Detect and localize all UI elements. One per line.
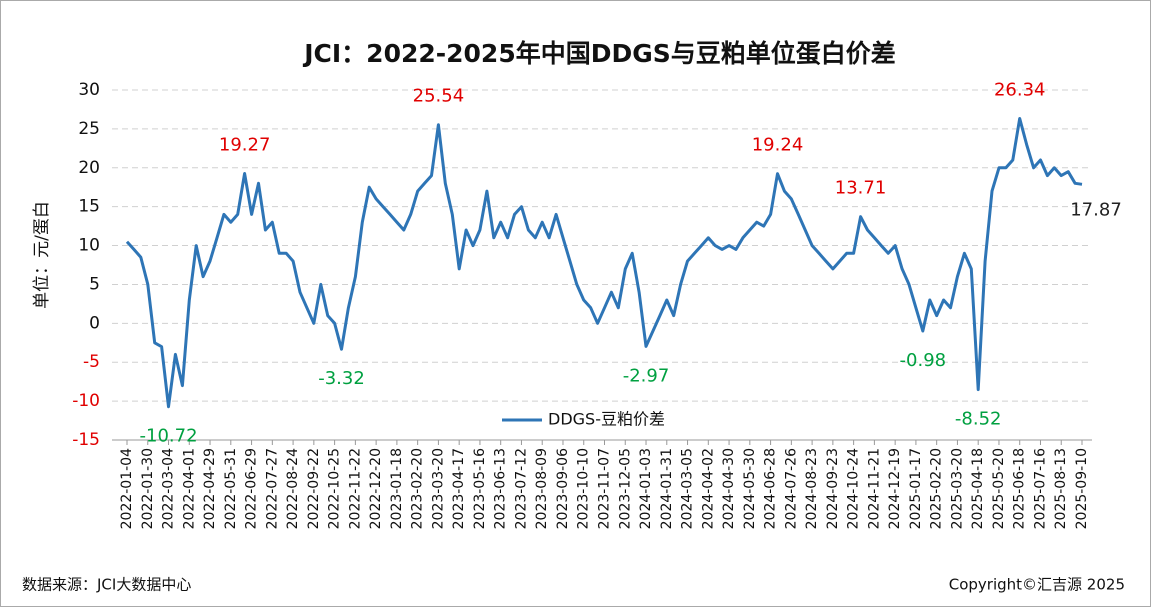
y-tick-label: 25 <box>78 119 100 139</box>
x-tick-label: 2025-06-18 <box>1012 448 1028 529</box>
data-label: -3.32 <box>318 368 365 389</box>
data-label: -10.72 <box>140 426 198 447</box>
x-tick-label: 2023-12-05 <box>617 448 633 529</box>
x-tick-label: 2022-06-29 <box>244 448 260 529</box>
data-label: 19.27 <box>219 134 271 155</box>
x-tick-label: 2024-11-21 <box>866 448 882 529</box>
x-tick-label: 2022-10-25 <box>327 448 343 529</box>
y-tick-label: 20 <box>78 158 100 178</box>
data-label: 25.54 <box>413 86 465 107</box>
x-tick-label: 2024-04-30 <box>721 448 737 529</box>
data-label: 26.34 <box>994 79 1046 100</box>
x-tick-label: 2025-07-16 <box>1032 448 1048 529</box>
x-tick-label: 2025-08-13 <box>1053 448 1069 529</box>
x-tick-label: 2024-03-05 <box>680 448 696 529</box>
x-tick-label: 2022-01-30 <box>140 448 156 529</box>
data-label: 13.71 <box>835 178 887 199</box>
x-tick-label: 2023-01-18 <box>389 448 405 529</box>
x-tick-label: 2023-10-10 <box>576 448 592 529</box>
x-tick-label: 2022-07-27 <box>264 448 280 529</box>
x-tick-label: 2023-11-07 <box>597 448 613 529</box>
x-tick-label: 2022-05-31 <box>223 448 239 529</box>
y-tick-label: -15 <box>72 430 100 450</box>
x-tick-label: 2022-04-29 <box>202 448 218 529</box>
x-tick-label: 2024-05-30 <box>742 448 758 529</box>
x-tick-label: 2024-06-28 <box>763 448 779 529</box>
x-tick-label: 2023-02-20 <box>410 448 426 529</box>
x-tick-label: 2025-05-20 <box>991 448 1007 529</box>
copyright: Copyright©汇吉源 2025 <box>949 576 1125 594</box>
x-tick-label: 2025-09-10 <box>1074 448 1090 529</box>
y-tick-label: -10 <box>72 391 100 411</box>
data-label: -8.52 <box>955 409 1002 430</box>
y-tick-label: 10 <box>78 236 100 256</box>
x-tick-label: 2024-01-03 <box>638 448 654 529</box>
x-tick-label: 2024-12-19 <box>887 448 903 529</box>
source: 数据来源：JCI大数据中心 <box>22 576 191 594</box>
x-tick-label: 2022-03-04 <box>161 448 177 529</box>
data-label: -0.98 <box>900 350 947 371</box>
x-tick-label: 2023-04-17 <box>451 448 467 529</box>
y-tick-label: -5 <box>83 352 100 372</box>
x-tick-label: 2023-05-16 <box>472 448 488 529</box>
x-tick-label: 2025-04-18 <box>970 448 986 529</box>
x-tick-label: 2022-01-04 <box>119 448 135 529</box>
x-tick-label: 2023-06-13 <box>493 448 509 529</box>
x-tick-label: 2024-01-31 <box>659 448 675 529</box>
x-tick-label: 2022-08-24 <box>285 448 301 529</box>
data-label: 19.24 <box>752 135 804 156</box>
data-label: -2.97 <box>623 365 670 386</box>
y-axis-label: 单位：元/蛋白 <box>32 201 52 309</box>
x-tick-label: 2024-10-24 <box>846 448 862 529</box>
x-tick-label: 2022-12-20 <box>368 448 384 529</box>
data-line <box>125 117 1083 409</box>
x-tick-label: 2024-09-23 <box>825 448 841 529</box>
x-tick-label: 2023-09-06 <box>555 448 571 529</box>
x-tick-label: 2023-03-20 <box>430 448 446 529</box>
legend-label: DDGS-豆粕价差 <box>548 410 665 429</box>
x-tick-label: 2022-04-01 <box>181 448 197 529</box>
y-tick-label: 5 <box>89 274 100 294</box>
x-tick-label: 2024-04-02 <box>700 448 716 529</box>
x-tick-label: 2022-09-22 <box>306 448 322 529</box>
data-label: 17.87 <box>1070 199 1122 220</box>
x-tick-label: 2025-03-20 <box>949 448 965 529</box>
x-tick-label: 2025-02-20 <box>929 448 945 529</box>
x-tick-label: 2023-08-09 <box>534 448 550 529</box>
x-tick-label: 2025-01-17 <box>908 448 924 529</box>
x-tick-label: 2023-07-12 <box>513 448 529 529</box>
x-tick-label: 2024-08-23 <box>804 448 820 529</box>
y-tick-label: 30 <box>78 80 100 100</box>
x-tick-label: 2024-07-26 <box>783 448 799 529</box>
x-tick-label: 2022-11-22 <box>347 448 363 529</box>
chart-title: JCI：2022-2025年中国DDGS与豆粕单位蛋白价差 <box>302 39 896 68</box>
y-tick-label: 0 <box>89 313 100 333</box>
y-tick-label: 15 <box>78 197 100 217</box>
